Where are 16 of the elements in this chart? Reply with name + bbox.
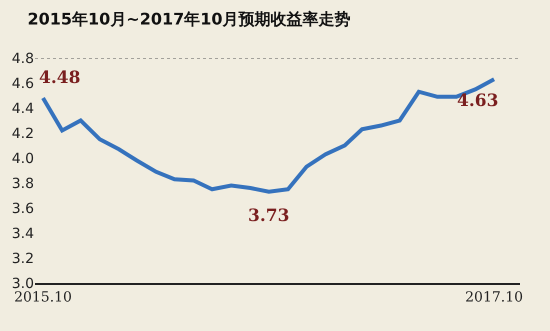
y-tick-label: 3.0: [12, 276, 34, 292]
y-tick-label: 4.2: [12, 126, 34, 142]
y-tick-label: 3.2: [12, 250, 34, 267]
chart-title: 2015年10月~2017年10月预期收益率走势: [28, 9, 350, 28]
y-tick-label: 4.4: [12, 100, 34, 117]
y-tick-label: 4.8: [12, 50, 34, 67]
y-tick-label: 4.6: [12, 76, 34, 92]
x-tick-label: 2015.10: [14, 290, 72, 306]
y-tick-label: 3.8: [12, 176, 34, 192]
y-tick-label: 3.4: [12, 226, 34, 242]
y-tick-label: 3.6: [12, 200, 34, 217]
x-tick-label: 2017.10: [465, 290, 524, 306]
annotation: 3.73: [248, 206, 290, 226]
annotation: 4.63: [457, 91, 498, 111]
y-tick-label: 4.0: [12, 150, 34, 167]
annotation: 4.48: [39, 68, 80, 88]
